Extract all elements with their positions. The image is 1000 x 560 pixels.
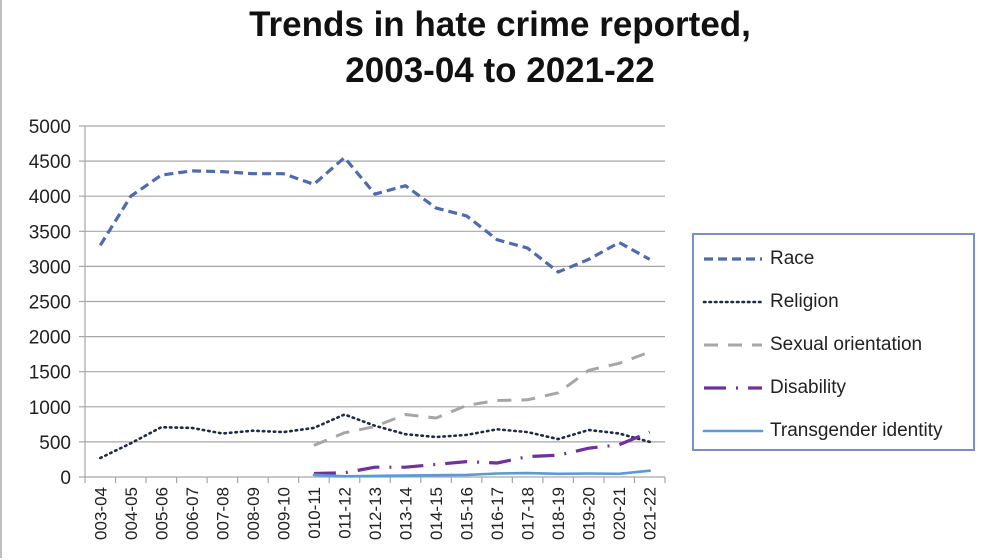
chart-title: Trends in hate crime reported, 2003-04 t… xyxy=(0,2,1000,94)
y-tick-label: 4500 xyxy=(29,152,71,173)
y-tick-label: 2500 xyxy=(29,293,71,314)
x-tick-label: 020-21 xyxy=(610,487,629,540)
legend-swatch-icon xyxy=(702,429,764,433)
x-tick-label: 018-19 xyxy=(549,487,568,540)
y-axis-ticks: 0 500 1000 1500 2000 2500 3000 3500 4000 4500 5000 xyxy=(29,117,71,489)
legend-swatch-icon xyxy=(704,386,762,390)
legend-label: Sexual orientation xyxy=(770,334,923,355)
gridlines xyxy=(79,125,665,478)
legend-swatch-icon xyxy=(704,257,762,261)
y-tick-label: 0 xyxy=(60,468,71,489)
x-tick-label: 012-13 xyxy=(366,487,385,540)
legend-label: Religion xyxy=(770,291,839,312)
x-tick-label: 013-14 xyxy=(397,487,416,540)
series-line-race xyxy=(98,156,651,274)
legend: Race Religion Sexual orientation Disability… xyxy=(692,233,975,451)
x-tick-label: 008-09 xyxy=(244,487,263,540)
x-tick-label: 016-17 xyxy=(488,487,507,540)
x-tick-label: 014-15 xyxy=(427,487,446,540)
legend-swatch-icon xyxy=(704,343,762,347)
y-tick-label: 1000 xyxy=(29,398,71,419)
y-tick-label: 3500 xyxy=(29,222,71,243)
y-tick-label: 3000 xyxy=(29,257,71,278)
chart-title-line-2: 2003-04 to 2021-22 xyxy=(345,51,655,90)
y-tick-label: 1500 xyxy=(29,363,71,384)
legend-swatch-icon xyxy=(702,300,764,304)
legend-item: Disability xyxy=(702,376,846,400)
series-line-sexual-orientation xyxy=(313,350,651,447)
x-tick-label: 019-20 xyxy=(580,487,599,540)
x-axis-ticks: 003-04 004-05 005-06 006-07 007-08 008-09 009-… xyxy=(84,477,666,540)
legend-item: Religion xyxy=(702,290,839,314)
x-tick-label: 017-18 xyxy=(519,487,538,540)
series-lines xyxy=(98,156,652,478)
x-tick-label: 015-16 xyxy=(458,487,477,540)
series-line-disability xyxy=(313,430,651,476)
x-tick-label: 006-07 xyxy=(183,487,202,540)
x-tick-label: 007-08 xyxy=(213,487,232,540)
legend-item: Race xyxy=(702,247,814,271)
y-tick-label: 2000 xyxy=(29,328,71,349)
legend-label: Disability xyxy=(770,377,847,398)
x-tick-label: 009-10 xyxy=(274,487,293,540)
x-tick-label: 003-04 xyxy=(91,487,110,540)
legend-label: Race xyxy=(770,248,815,269)
x-tick-label: 004-05 xyxy=(122,487,141,540)
legend-label: Transgender identity xyxy=(770,420,943,441)
x-tick-label: 011-12 xyxy=(335,487,354,539)
y-tick-label: 5000 xyxy=(29,117,71,138)
legend-item: Sexual orientation xyxy=(702,333,922,357)
y-tick-label: 500 xyxy=(39,433,71,454)
x-tick-label: 010-11 xyxy=(305,487,324,539)
x-tick-label: 005-06 xyxy=(152,487,171,540)
x-tick-label: 021-22 xyxy=(641,487,660,540)
series-line-religion xyxy=(99,413,652,460)
chart-title-line-1: Trends in hate crime reported, xyxy=(249,5,751,44)
series-line-transgender-identity xyxy=(312,469,652,478)
legend-item: Transgender identity xyxy=(702,419,943,443)
y-tick-label: 4000 xyxy=(29,187,71,208)
